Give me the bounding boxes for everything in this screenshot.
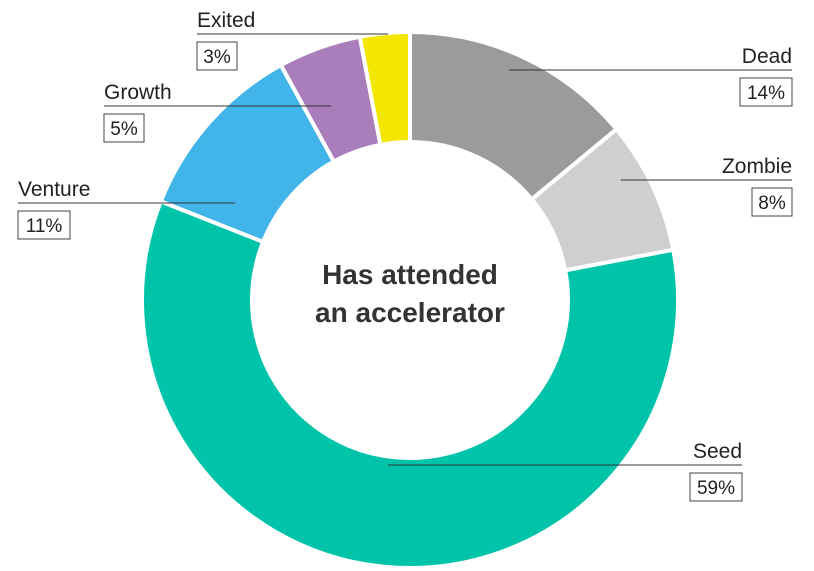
pct-box-growth bbox=[103, 113, 145, 143]
pct-box-exited bbox=[196, 41, 238, 71]
slices-group bbox=[140, 29, 680, 570]
pct-box-venture bbox=[17, 210, 71, 240]
pct-label-exited: 3% bbox=[203, 47, 231, 68]
leaders-group bbox=[18, 33, 792, 466]
pct-label-seed: 59% bbox=[697, 478, 735, 499]
label-zombie: Zombie bbox=[722, 155, 792, 178]
pct-box-dead bbox=[739, 77, 793, 107]
label-seed: Seed bbox=[693, 440, 742, 463]
center-label-line1: Has attended bbox=[322, 259, 498, 290]
center-label-line2: an accelerator bbox=[315, 297, 505, 328]
slice-seed bbox=[140, 198, 680, 570]
pct-box-seed bbox=[689, 472, 743, 502]
label-growth: Growth bbox=[104, 81, 172, 104]
pct-label-venture: 11% bbox=[26, 216, 63, 237]
pct-box-zombie bbox=[751, 187, 793, 217]
labels-group: Dead 14% Zombie 8% Seed 59% Venture 11% Growth 5%… bbox=[17, 9, 793, 502]
label-exited: Exited bbox=[197, 9, 255, 32]
pct-label-dead: 14% bbox=[747, 83, 785, 104]
label-venture: Venture bbox=[18, 178, 90, 201]
pct-label-zombie: 8% bbox=[758, 193, 786, 214]
pct-label-growth: 5% bbox=[110, 119, 138, 140]
label-dead: Dead bbox=[742, 45, 792, 68]
